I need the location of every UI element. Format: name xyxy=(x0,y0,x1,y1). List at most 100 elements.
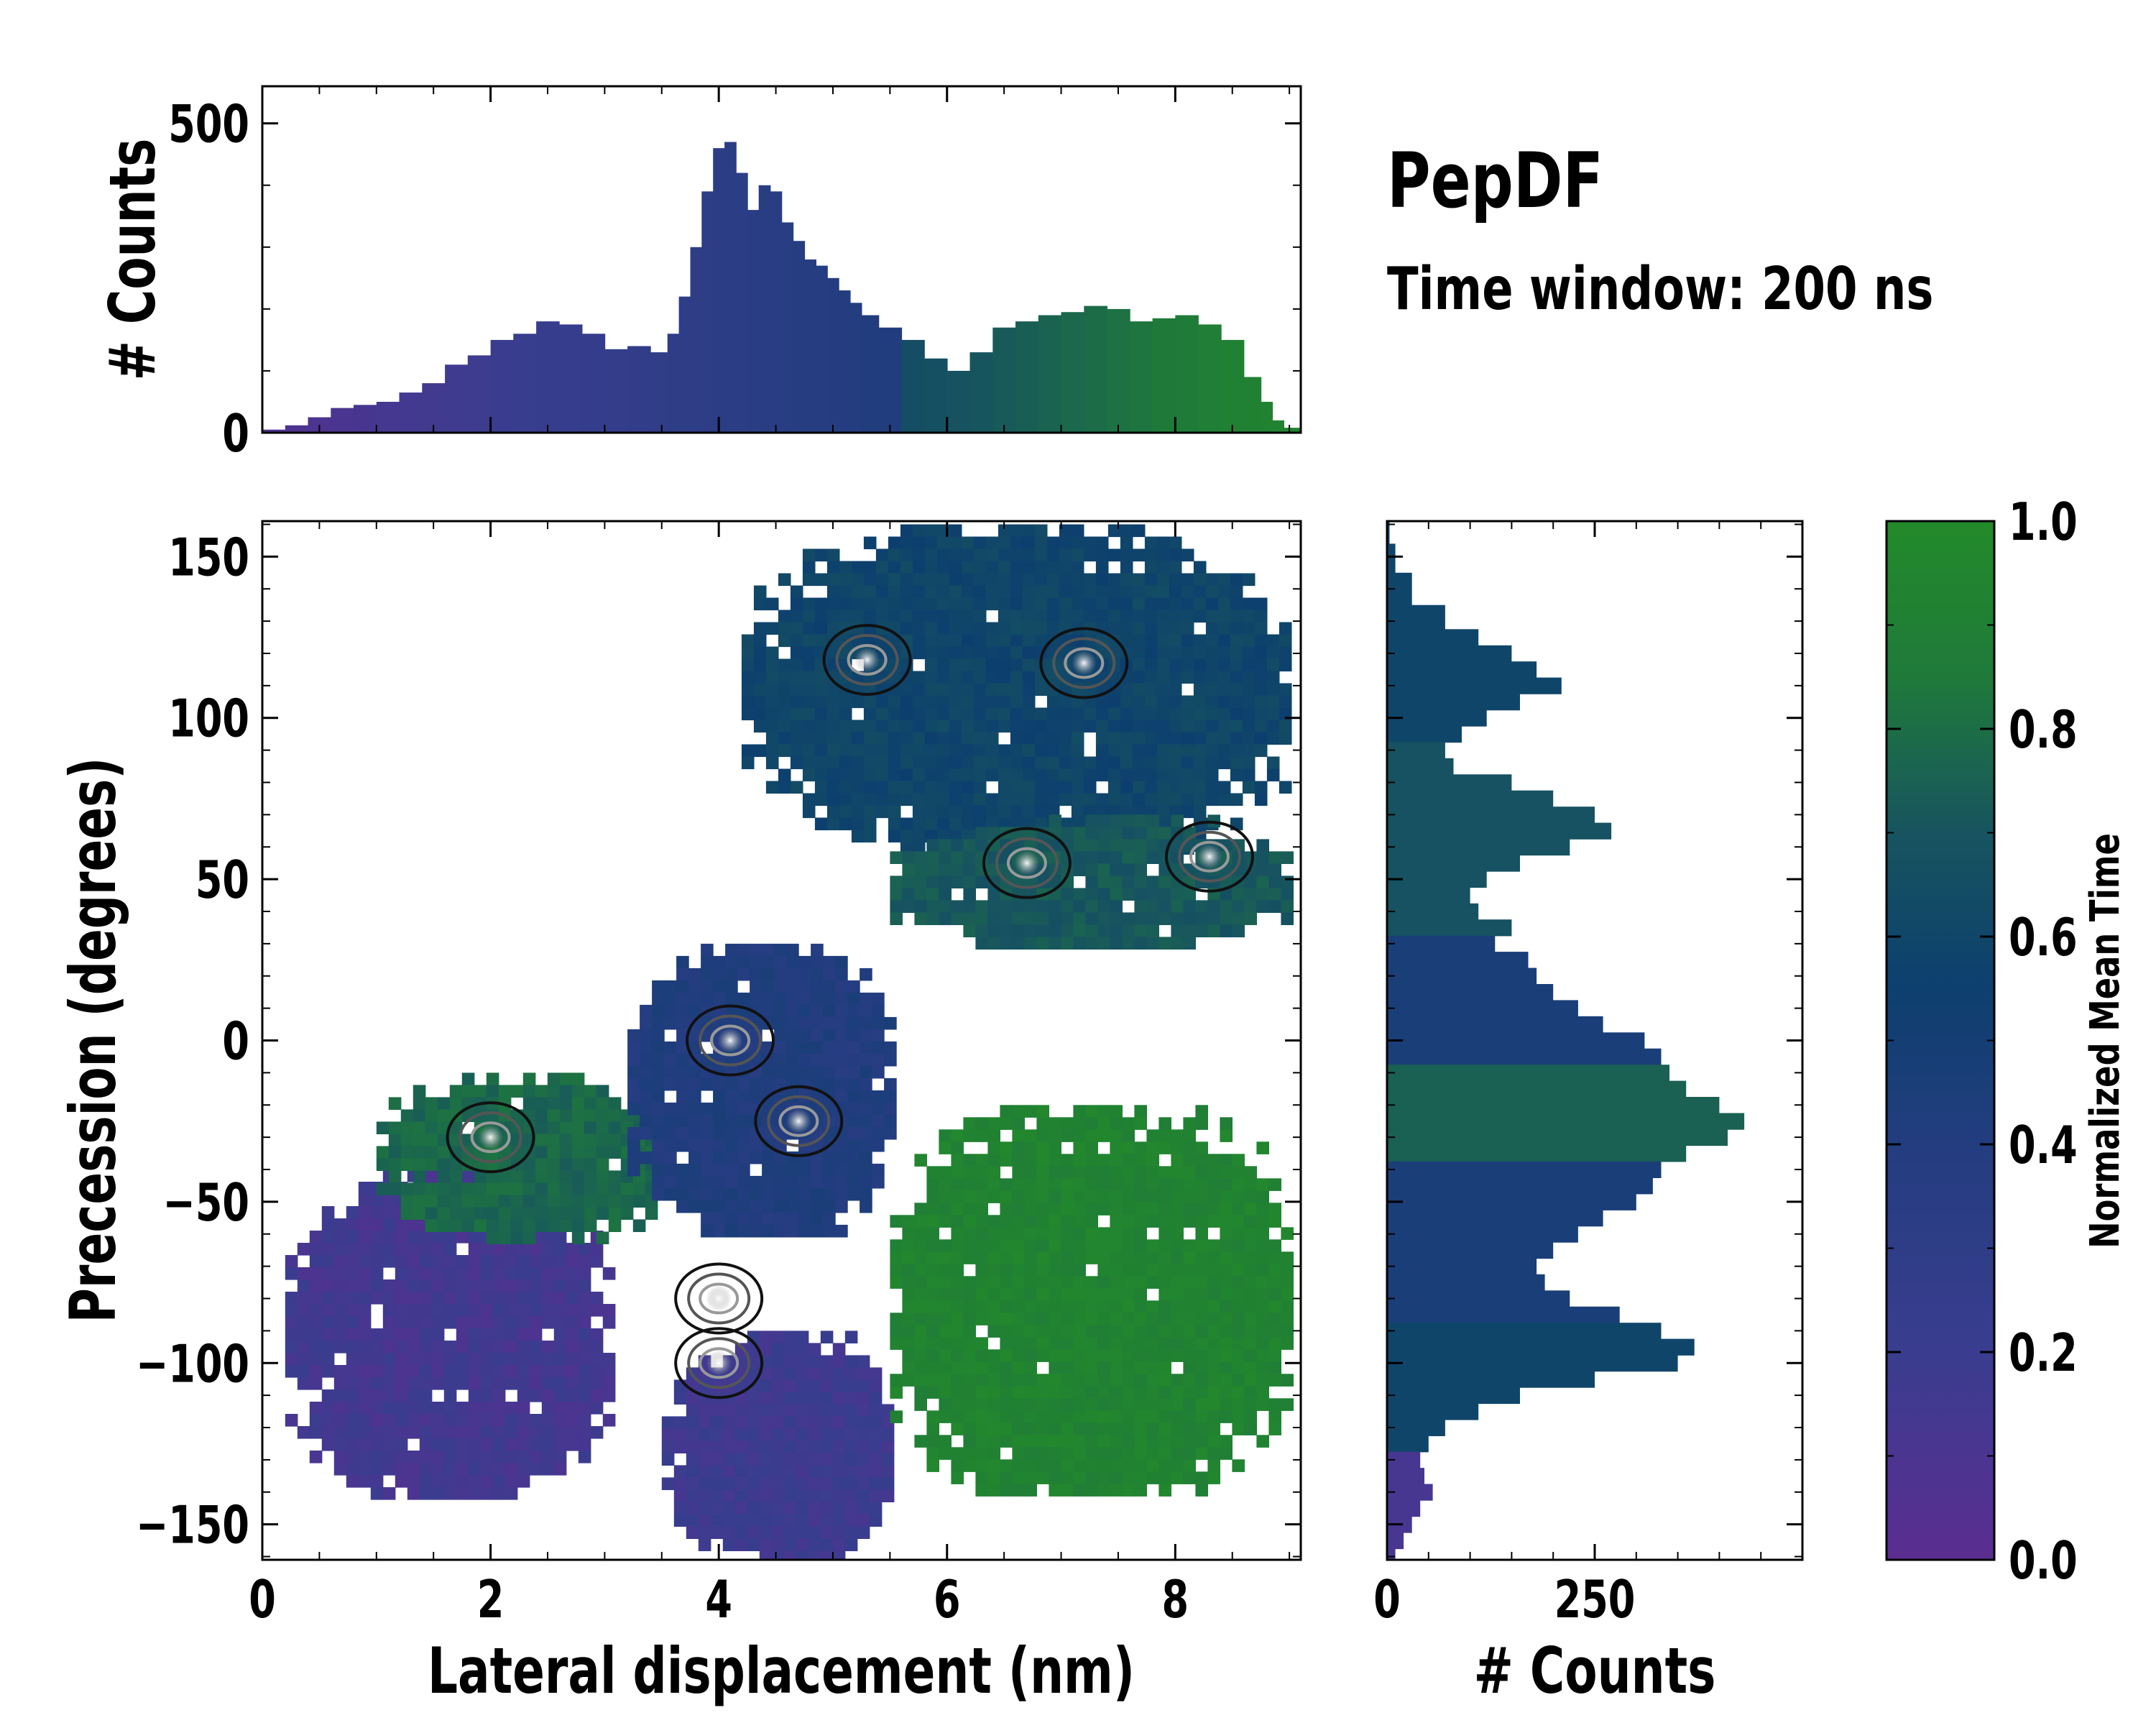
heatmap-cell xyxy=(419,1377,433,1390)
heatmap-cell xyxy=(1085,1105,1098,1118)
heatmap-cell xyxy=(1266,658,1280,672)
heatmap-cell xyxy=(640,1151,653,1164)
heatmap-cell xyxy=(346,1267,359,1280)
contour-ring xyxy=(754,1085,844,1157)
heatmap-cell xyxy=(1242,756,1256,770)
heatmap-cell xyxy=(1207,1435,1220,1448)
heatmap-cell xyxy=(975,827,988,840)
heatmap-cell xyxy=(973,658,987,672)
heatmap-cell xyxy=(961,622,975,635)
heatmap-cell xyxy=(1254,744,1268,758)
heatmap-cell xyxy=(926,1349,939,1362)
heatmap-cell xyxy=(926,1251,939,1264)
x-tick-label: 6 xyxy=(934,1570,961,1630)
heatmap-cell xyxy=(1110,1215,1123,1228)
heatmap-cell xyxy=(559,1121,573,1134)
heatmap-cell xyxy=(1000,1288,1013,1301)
heatmap-cell xyxy=(1122,1337,1135,1350)
right-x-tick-label: 250 xyxy=(1554,1570,1636,1630)
heatmap-cell xyxy=(778,573,791,587)
heatmap-cell xyxy=(1195,1349,1208,1362)
heatmap-cell xyxy=(1122,1215,1135,1228)
heatmap-cell xyxy=(1207,1166,1220,1179)
heatmap-cell xyxy=(926,863,939,876)
heatmap-cell xyxy=(765,695,779,709)
heatmap-cell xyxy=(900,561,913,574)
heatmap-cell xyxy=(688,1041,701,1054)
heatmap-cell xyxy=(912,732,926,745)
figure-title: PepDF xyxy=(1387,137,1603,225)
heatmap-cell xyxy=(1061,1288,1074,1301)
heatmap-cell xyxy=(1171,1423,1184,1435)
heatmap-cell xyxy=(1012,1325,1025,1338)
heatmap-cell xyxy=(498,1219,512,1232)
heatmap-cell xyxy=(820,1404,834,1417)
heatmap-cell xyxy=(863,756,877,770)
heatmap-cell xyxy=(902,851,915,864)
heatmap-cell xyxy=(1134,937,1147,950)
heatmap-cell xyxy=(1085,1251,1098,1264)
heatmap-cell xyxy=(786,1200,799,1213)
heatmap-cell xyxy=(664,1077,677,1091)
heatmap-cell xyxy=(884,1016,897,1030)
heatmap-cell xyxy=(431,1292,445,1305)
heatmap-cell xyxy=(1024,1361,1037,1374)
heatmap-cell xyxy=(823,1041,836,1054)
heatmap-cell xyxy=(1156,781,1170,794)
heatmap-cell xyxy=(798,1187,811,1201)
heatmap-cell xyxy=(750,1187,763,1201)
heatmap-cell xyxy=(1073,851,1086,864)
heatmap-cell xyxy=(443,1292,457,1305)
heatmap-cell xyxy=(875,732,889,745)
heatmap-cell xyxy=(747,1404,760,1417)
heatmap-cell xyxy=(1107,622,1121,635)
heatmap-cell xyxy=(559,1134,573,1146)
heatmap-cell xyxy=(640,1114,653,1128)
heatmap-cell xyxy=(676,1139,689,1152)
heatmap-cell xyxy=(1134,1288,1147,1301)
heatmap-cell xyxy=(926,839,939,852)
heatmap-cell xyxy=(783,1502,797,1515)
heatmap-cell xyxy=(1024,1300,1037,1313)
heatmap-cell xyxy=(926,1410,939,1423)
heatmap-cell xyxy=(1073,863,1086,876)
heatmap-cell xyxy=(1171,1215,1184,1228)
heatmap-cell xyxy=(951,912,964,925)
heatmap-region xyxy=(661,1331,895,1560)
heatmap-cell xyxy=(1073,1276,1086,1289)
heatmap-cell xyxy=(939,912,952,925)
heatmap-cell xyxy=(376,1146,390,1159)
heatmap-cell xyxy=(1183,1251,1196,1264)
heatmap-cell xyxy=(963,1435,976,1448)
heatmap-cell xyxy=(1171,1239,1184,1252)
density-peak xyxy=(706,1285,732,1312)
heatmap-cell xyxy=(1012,1141,1025,1154)
heatmap-cell xyxy=(796,1526,809,1539)
heatmap-cell xyxy=(419,1475,433,1488)
heatmap-cell xyxy=(309,1328,323,1341)
heatmap-cell xyxy=(914,1300,927,1313)
heatmap-cell xyxy=(1279,658,1292,672)
heatmap-cell xyxy=(722,1404,736,1417)
heatmap-cell xyxy=(1232,863,1245,876)
heatmap-cell xyxy=(1024,1154,1037,1167)
heatmap-cell xyxy=(419,1389,433,1402)
heatmap-cell xyxy=(774,968,787,981)
heatmap-cell xyxy=(505,1304,518,1317)
heatmap-cell xyxy=(987,1117,1000,1130)
heatmap-cell xyxy=(688,980,701,993)
heatmap-cell xyxy=(914,1337,927,1350)
heatmap-cell xyxy=(541,1304,555,1317)
heatmap-cell xyxy=(1181,805,1194,819)
heatmap-cell xyxy=(553,1243,567,1256)
heatmap-cell xyxy=(939,1251,952,1264)
heatmap-cell xyxy=(741,756,755,770)
heatmap-cell xyxy=(541,1279,555,1292)
heatmap-cell xyxy=(826,707,840,721)
heatmap-cell xyxy=(1122,1129,1135,1142)
heatmap-cell xyxy=(321,1218,335,1231)
heatmap-cell xyxy=(1207,1337,1220,1350)
heatmap-cell xyxy=(951,1276,964,1289)
heatmap-cell xyxy=(987,1300,1000,1313)
heatmap-cell xyxy=(985,671,999,684)
